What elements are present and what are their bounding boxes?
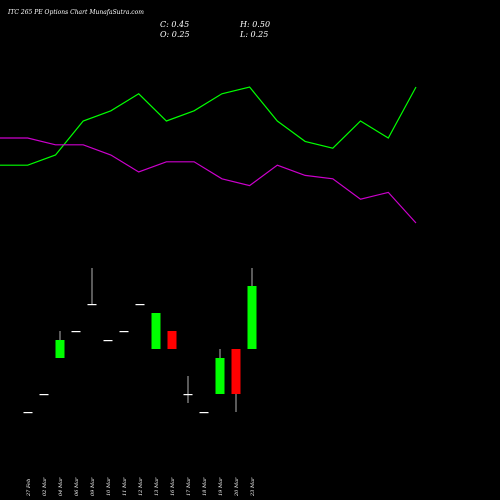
open-value: O: 0.25 bbox=[160, 30, 190, 39]
candle-body bbox=[103, 340, 113, 342]
x-tick-label: 06 Mar bbox=[74, 477, 80, 496]
candle-body bbox=[183, 394, 193, 396]
x-tick-label: 12 Mar bbox=[138, 477, 144, 496]
candle-body bbox=[71, 331, 81, 333]
x-tick-label: 16 Mar bbox=[170, 477, 176, 496]
line-series-green bbox=[0, 86, 417, 166]
x-tick-label: 02 Mar bbox=[42, 477, 48, 496]
x-tick-labels: 27 Feb 02 Mar 04 Mar 06 Mar 09 Mar 10 Mar 11 M… bbox=[26, 477, 256, 497]
candle-body bbox=[119, 331, 129, 333]
candle-body bbox=[151, 313, 161, 349]
candle-body bbox=[23, 412, 33, 414]
x-tick-label: 23 Mar bbox=[250, 477, 256, 497]
x-tick-label: 11 Mar bbox=[122, 477, 128, 496]
candle-body bbox=[87, 304, 97, 306]
line-series-purple bbox=[0, 137, 417, 224]
candle-body bbox=[135, 304, 145, 306]
candle-body bbox=[167, 331, 177, 349]
close-value: C: 0.45 bbox=[160, 20, 190, 29]
x-tick-label: 09 Mar bbox=[90, 477, 96, 496]
candle-body bbox=[55, 340, 65, 358]
candle-body bbox=[39, 394, 49, 396]
candle-body bbox=[199, 412, 209, 414]
candle-body bbox=[215, 358, 225, 394]
x-tick-label: 20 Mar bbox=[234, 477, 240, 497]
x-tick-label: 19 Mar bbox=[218, 477, 224, 496]
x-tick-label: 10 Mar bbox=[106, 477, 112, 496]
x-tick-label: 27 Feb bbox=[26, 479, 32, 497]
chart-title: ITC 265 PE Options Chart MunafaSutra.com bbox=[8, 9, 144, 16]
x-tick-label: 04 Mar bbox=[58, 477, 64, 496]
candle-body bbox=[231, 349, 241, 394]
x-tick-label: 18 Mar bbox=[202, 477, 208, 496]
low-value: L: 0.25 bbox=[240, 30, 269, 39]
candle-body bbox=[247, 286, 257, 349]
x-tick-label: 17 Mar bbox=[186, 477, 192, 496]
candles-group bbox=[23, 268, 257, 414]
x-tick-label: 13 Mar bbox=[154, 477, 160, 496]
high-value: H: 0.50 bbox=[240, 20, 271, 29]
line-series-group bbox=[0, 86, 417, 224]
